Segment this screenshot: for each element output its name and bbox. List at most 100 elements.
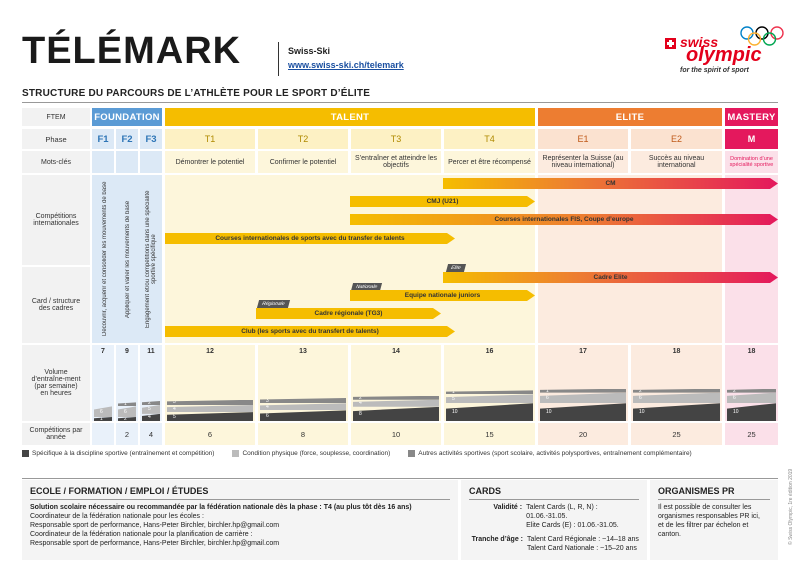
volume-seg-specific-f2: 2: [118, 417, 136, 421]
cards-validity-label: Validité :: [493, 504, 523, 511]
volume-total-m: 18: [747, 348, 756, 355]
comps-f2: 2: [116, 423, 138, 445]
pr-line-4: canton.: [658, 531, 681, 538]
f3-vertical-text: Engagement et/ou compétitions dans une s…: [145, 190, 157, 328]
volume-total-t4: 16: [485, 348, 494, 355]
school-box-title: ECOLE / FORMATION / EMPLOI / ÉTUDES: [30, 486, 209, 496]
stage-talent: TALENT: [165, 108, 535, 126]
page-title: TÉLÉMARK: [22, 30, 242, 72]
volume-seg-specific-e2: 10: [633, 403, 720, 421]
volume-total-t1: 12: [206, 348, 214, 355]
header-rule: [22, 102, 778, 103]
volume-seg-other-t3: 2: [353, 395, 439, 400]
comps-f3: 4: [140, 423, 162, 445]
cards-age-1: Talent Card Régionale : ~14–18 ans: [527, 536, 639, 543]
volume-seg-other-e2: 2: [633, 388, 720, 393]
mastery-bg: [725, 175, 778, 343]
volume-seg-physical-f1: 6: [94, 406, 112, 417]
phase-e2: E2: [631, 129, 722, 149]
volume-seg-specific-m: 10: [727, 403, 776, 421]
keyword-f2: [116, 151, 138, 173]
phase-f3: F3: [140, 129, 162, 149]
volume-seg-other-f3: 2: [142, 401, 160, 406]
legend-item-physical: Condition physique (force, souplesse, co…: [232, 450, 390, 457]
logo-swiss-text: swiss: [680, 34, 719, 50]
school-line-4: Coordinateur de la fédération nationale …: [30, 531, 253, 538]
volume-total-t3: 14: [392, 348, 400, 355]
row-label-ftem: FTEM: [22, 108, 90, 126]
logo-olympic-text: olympic: [686, 44, 762, 66]
elite-bg: [538, 175, 722, 343]
row-label-comps-per-year: Compétitions par année: [22, 423, 90, 445]
volume-seg-physical-f2: 6: [118, 406, 136, 417]
pr-box: ORGANISMES PR Il est possible de consult…: [650, 480, 778, 560]
volume-seg-other-f2: 1: [118, 402, 136, 407]
bar-cm: CM: [443, 178, 778, 189]
volume-seg-physical-e1: 6: [540, 392, 626, 404]
bar-cadre-regional: Cadre régionale (TG3): [256, 308, 441, 319]
stage-mastery: MASTERY: [725, 108, 778, 126]
school-line-1: Solution scolaire nécessaire ou recomman…: [30, 504, 412, 511]
bar-fis: Courses internationales FIS, Coupe d’eur…: [350, 214, 778, 225]
comps-f1: [92, 423, 114, 445]
volume-total-e1: 17: [579, 348, 587, 355]
row-label-keywords: Mots-clés: [22, 151, 90, 173]
cards-validity-1: Talent Cards (L, R, N) : 01.06.-31.05.: [526, 504, 598, 520]
school-box: ECOLE / FORMATION / EMPLOI / ÉTUDES Solu…: [22, 480, 458, 560]
volume-seg-physical-t4: 5: [446, 394, 533, 404]
olympic-rings-icon: [740, 26, 784, 46]
volume-seg-physical-e2: 6: [633, 392, 720, 404]
phase-f1: F1: [92, 129, 114, 149]
phase-t1: T1: [165, 129, 255, 149]
volume-legend: Spécifique à la discipline sportive (ent…: [22, 450, 692, 457]
org-name: Swiss-Ski: [288, 46, 331, 56]
keyword-m: Domination d’une spécialité sportive: [725, 151, 778, 173]
phase-t3: T3: [351, 129, 441, 149]
tag-regionale: Régionale: [256, 300, 290, 308]
org-url-link[interactable]: www.swiss-ski.ch/telemark: [288, 60, 404, 70]
school-line-3: Responsable sport de performance, Hans-P…: [30, 522, 280, 529]
foundation-bg: [92, 175, 162, 343]
row-label-volume: Volume d’entraîne-ment (par semaine) en …: [22, 345, 90, 421]
comps-e2: 25: [631, 423, 722, 445]
volume-total-f2: 9: [125, 348, 129, 355]
bar-equipe-juniors: Equipe nationale juniors: [350, 290, 535, 301]
volume-seg-physical-f3: 5: [142, 405, 160, 414]
comps-e1: 20: [538, 423, 628, 445]
cards-validity-2: Elite Cards (E) : 01.06.-31.05.: [526, 522, 619, 529]
row-label-phase: Phase: [22, 129, 90, 149]
volume-seg-other-t2: 3: [260, 397, 346, 404]
keyword-e1: Représenter la Suisse (au niveau interna…: [538, 151, 628, 173]
volume-seg-physical-t3: 4: [353, 399, 439, 407]
page-subtitle: STRUCTURE DU PARCOURS DE L’ATHLÈTE POUR …: [22, 88, 371, 99]
comps-t3: 10: [351, 423, 441, 445]
legend-item-specific: Spécifique à la discipline sportive (ent…: [22, 450, 214, 457]
comps-t2: 8: [258, 423, 348, 445]
volume-seg-physical-t1: 4: [167, 405, 253, 413]
tag-elite: Elite: [445, 264, 466, 272]
keyword-t3: S’entraîner et atteindre les objectifs: [351, 151, 441, 173]
pr-line-1: Il est possible de consulter les: [658, 504, 752, 511]
volume-total-t2: 13: [299, 348, 307, 355]
comps-t4: 15: [444, 423, 535, 445]
keyword-e2: Succès au niveau international: [631, 151, 722, 173]
pr-line-2[interactable]: organismes responsables PR ici,: [658, 513, 760, 520]
volume-seg-other-t1: 3: [167, 399, 253, 406]
swiss-cross-icon: [665, 38, 676, 49]
volume-seg-specific-e1: 10: [540, 403, 626, 421]
volume-seg-specific-f1: 1: [94, 417, 112, 421]
row-label-cadres: Card / structure des cadres: [22, 267, 90, 343]
f2-vertical-text: Appliquer et varier les mouvements de ba…: [125, 200, 131, 318]
keyword-f3: [140, 151, 162, 173]
comps-m: 25: [725, 423, 778, 445]
volume-seg-physical-m: 6: [727, 392, 776, 404]
volume-seg-physical-t2: 4: [260, 403, 346, 411]
phase-f2: F2: [116, 129, 138, 149]
phase-m: M: [725, 129, 778, 149]
bar-cmj: CMJ (U21): [350, 196, 535, 207]
tag-nationale: Nationale: [350, 283, 383, 291]
comps-t1: 6: [165, 423, 255, 445]
volume-total-f3: 11: [147, 348, 155, 355]
f1-vertical-text: Découvrir, acquérir et consolider les mo…: [102, 181, 108, 337]
cards-box: CARDS Validité : Talent Cards (L, R, N) :…: [461, 480, 647, 560]
